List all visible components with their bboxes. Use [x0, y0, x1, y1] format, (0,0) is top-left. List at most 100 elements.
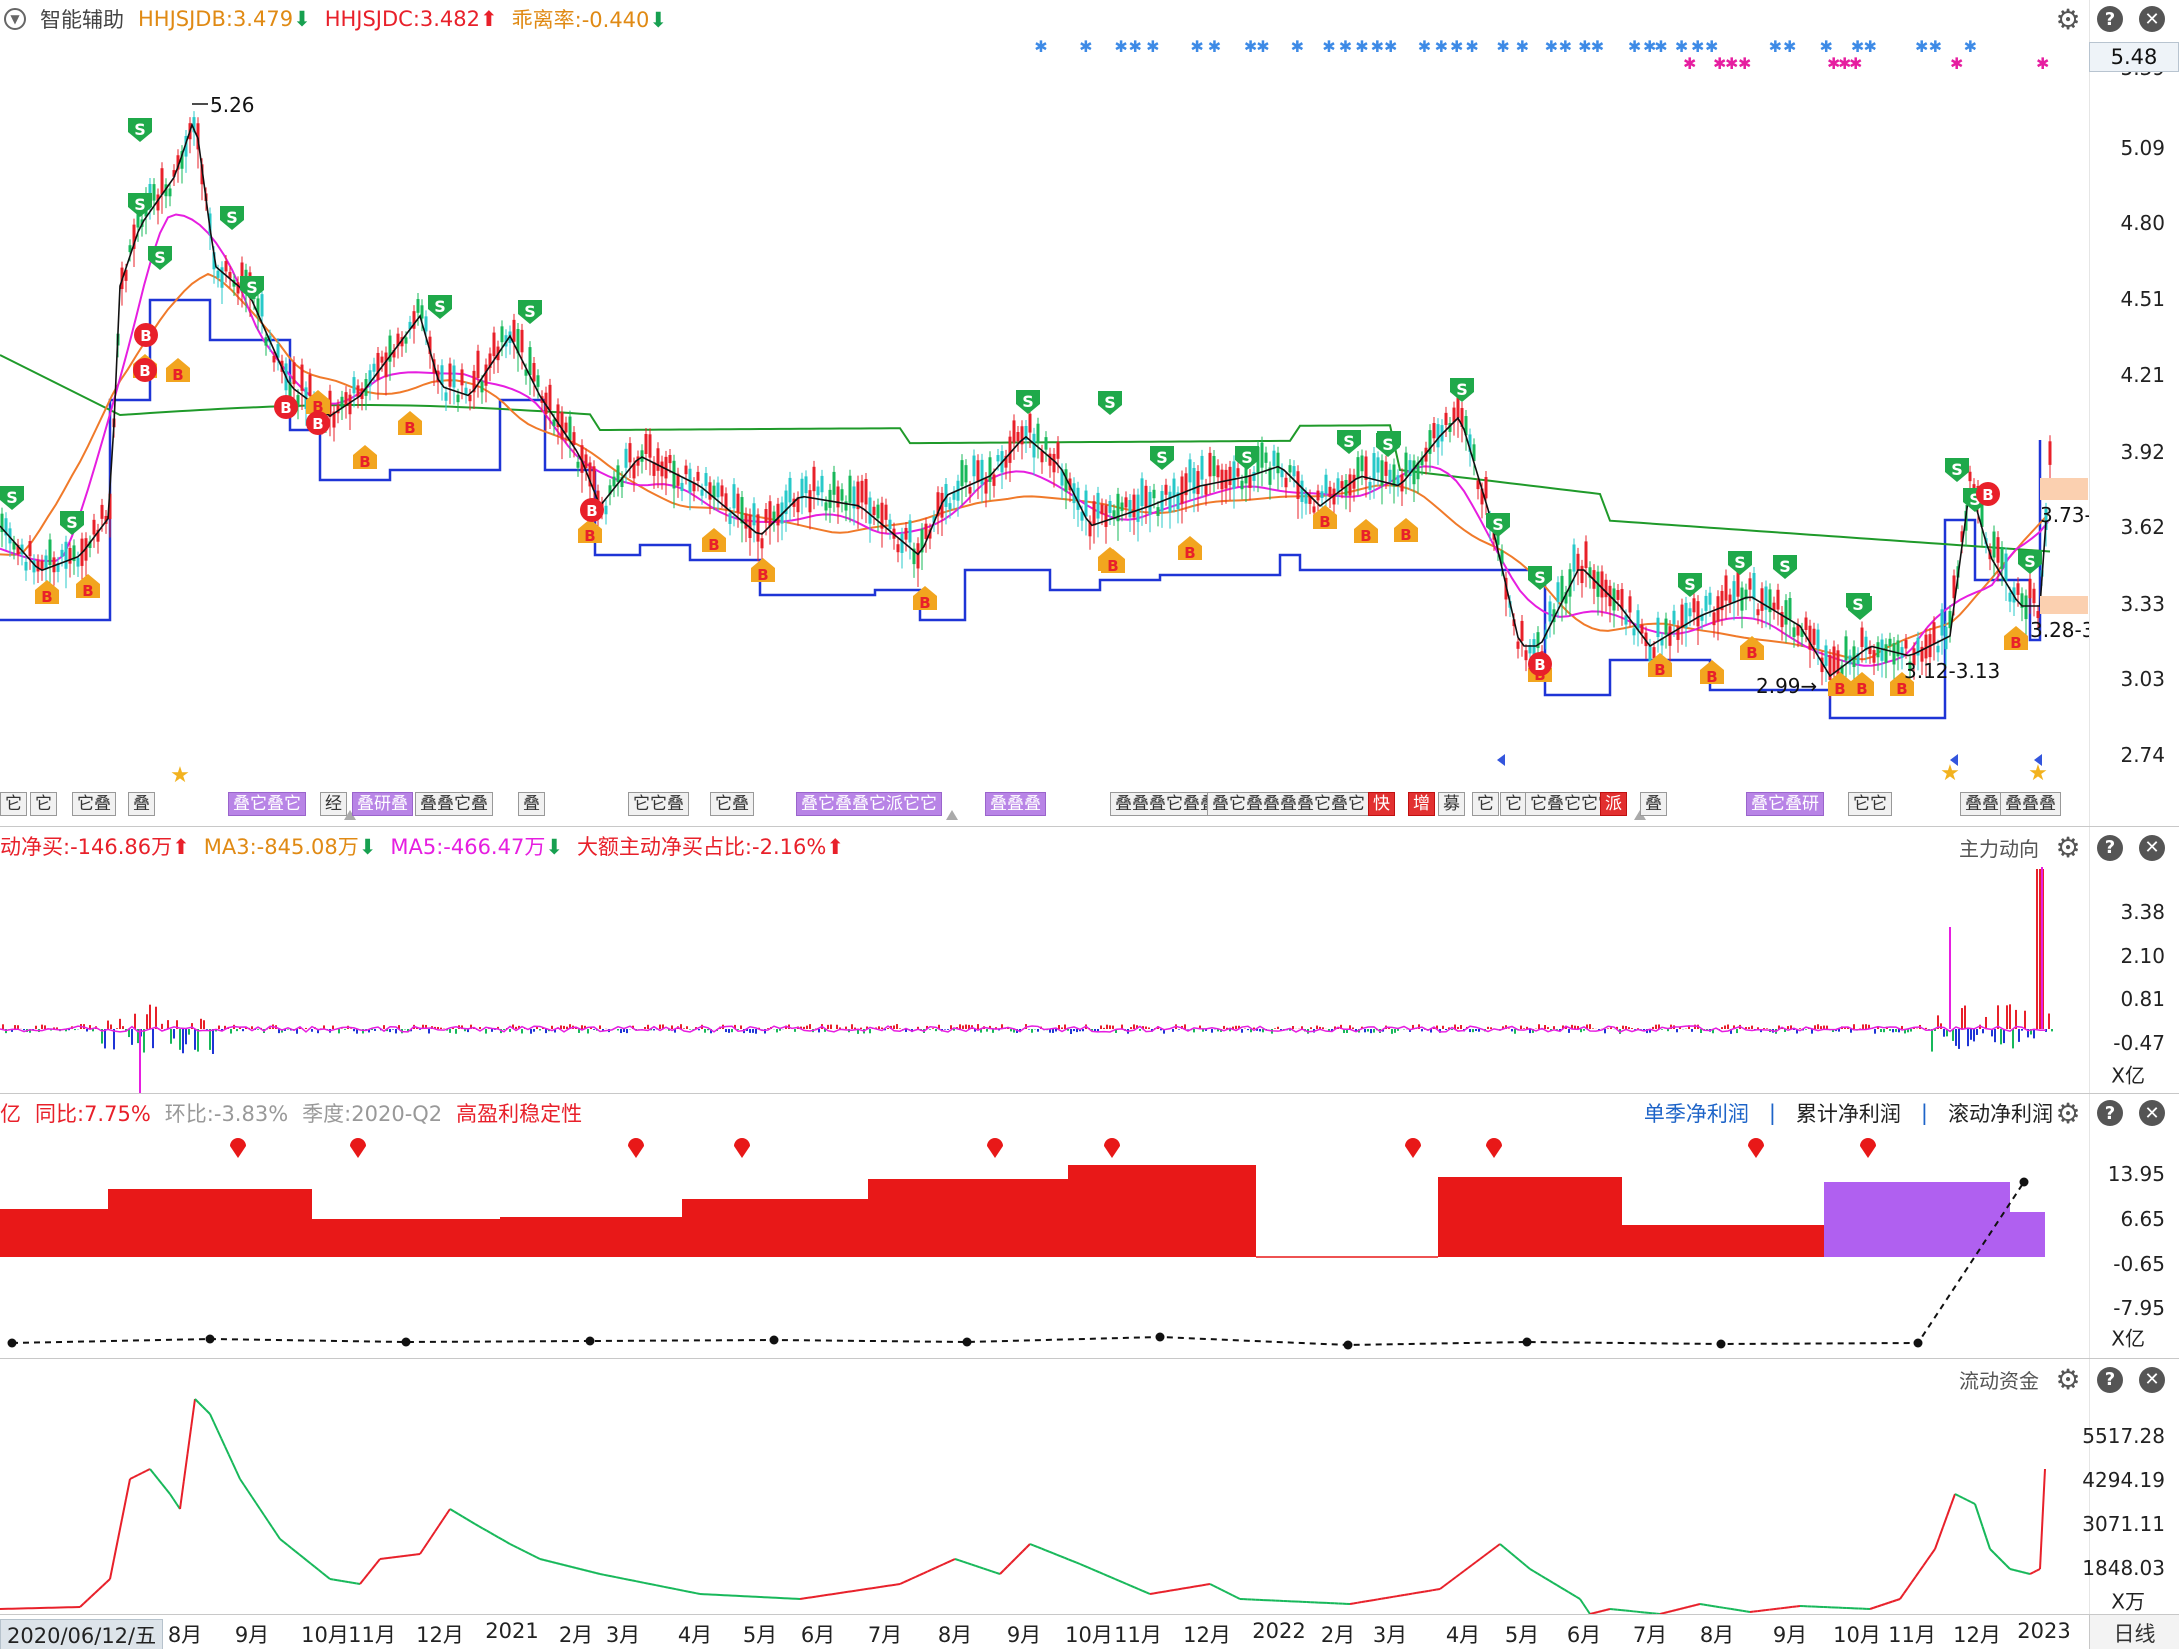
buy-signal-icon[interactable]: B — [1313, 505, 1337, 531]
liquidity-segment — [823, 1593, 829, 1597]
sell-signal-icon[interactable]: S — [1450, 378, 1474, 402]
sell-signal-icon[interactable]: S — [1337, 430, 1361, 454]
buy-alert-icon[interactable]: B — [1528, 652, 1552, 676]
event-tag[interactable]: 叠 — [518, 792, 545, 816]
chevron-down-icon[interactable]: ▼ — [4, 8, 26, 30]
event-tag[interactable]: 叠 — [1640, 792, 1667, 816]
event-tag[interactable]: 它 — [1500, 792, 1527, 816]
buy-signal-icon[interactable]: B — [398, 411, 422, 437]
buy-signal-icon[interactable]: B — [166, 358, 190, 384]
buy-signal-icon[interactable]: B — [1890, 672, 1914, 698]
event-tag[interactable]: 它 — [0, 792, 27, 816]
event-tag[interactable]: 叠叠它叠 — [415, 792, 493, 816]
sell-signal-icon[interactable]: S — [220, 206, 244, 230]
buy-signal-icon[interactable]: B — [35, 580, 59, 606]
sell-signal-icon[interactable]: S — [518, 300, 542, 324]
event-tag[interactable]: 它它叠 — [628, 792, 689, 816]
candle — [772, 511, 776, 522]
buy-signal-icon[interactable]: B — [913, 586, 937, 612]
profit-chart[interactable] — [0, 1094, 2089, 1358]
event-tag[interactable]: 叠叠叠 — [2000, 792, 2061, 816]
tab-cumulative-profit[interactable]: 累计净利润 — [1795, 1102, 1901, 1126]
event-tag[interactable]: 经 — [320, 792, 347, 816]
event-tag[interactable]: 叠它叠叠它派它它 — [796, 792, 942, 816]
buy-alert-icon[interactable]: B — [134, 323, 158, 347]
sell-signal-icon[interactable]: S — [128, 193, 152, 217]
sell-signal-icon[interactable]: S — [2018, 550, 2042, 574]
help-icon[interactable]: ? — [2097, 1366, 2123, 1393]
period-selector[interactable]: 日线 — [2089, 1615, 2179, 1649]
buy-signal-icon[interactable]: B — [1354, 519, 1378, 545]
tab-rolling-profit[interactable]: 滚动净利润 — [1948, 1102, 2053, 1126]
flow-chart[interactable] — [0, 827, 2089, 1093]
liquidity-segment — [1926, 1553, 1932, 1561]
event-tag[interactable]: 它叠 — [710, 792, 754, 816]
sell-signal-icon[interactable]: S — [1846, 593, 1870, 617]
sell-signal-icon[interactable]: S — [1235, 446, 1259, 470]
event-tag[interactable]: 它 — [30, 792, 57, 816]
buy-signal-icon[interactable]: B — [751, 558, 775, 584]
buy-alert-icon[interactable]: B — [1976, 482, 2000, 506]
sell-signal-icon[interactable]: S — [1773, 555, 1797, 579]
sell-signal-icon[interactable]: S — [1486, 513, 1510, 537]
event-tag[interactable]: 快 — [1368, 792, 1395, 816]
buy-signal-icon[interactable]: B — [2004, 626, 2028, 652]
candlestick-chart[interactable]: ✱ ✱ ✱ ✱ ✱ ✱ ✱ ✱✱ ✱ ✱ ✱ ✱ ✱ ✱ ✱ ✱ ✱ ✱ ✱ ✱ ✱ ✱ ✱ ✱ ✱ ✱✱ ✱ ✱ ✱ ✱ ✱ ✱ ✱ ✱ ✱ ✱ ✱✱… — [0, 0, 2089, 826]
sell-signal-icon[interactable]: S — [60, 511, 84, 535]
buy-signal-icon[interactable]: B — [353, 445, 377, 471]
liquidity-chart[interactable] — [0, 1359, 2089, 1614]
buy-signal-icon[interactable]: B — [1740, 636, 1764, 662]
close-icon[interactable]: ✕ — [2139, 834, 2165, 861]
buy-signal-icon[interactable]: B — [702, 528, 726, 554]
buy-alert-icon[interactable]: B — [133, 358, 157, 382]
close-icon[interactable]: ✕ — [2139, 6, 2165, 32]
event-tag[interactable]: 派 — [1600, 792, 1627, 816]
sell-signal-icon[interactable]: S — [0, 486, 24, 510]
sell-signal-icon[interactable]: S — [1945, 458, 1969, 482]
event-tag[interactable]: 叠它叠研 — [1746, 792, 1824, 816]
indicator-name[interactable]: 智能辅助 — [40, 8, 124, 32]
buy-signal-icon[interactable]: B — [306, 390, 330, 416]
buy-signal-icon[interactable]: B — [578, 519, 602, 545]
event-tag[interactable]: 募 — [1438, 792, 1465, 816]
help-icon[interactable]: ? — [2097, 834, 2123, 861]
event-tag[interactable]: 叠研叠 — [352, 792, 413, 816]
sell-signal-icon[interactable]: S — [1376, 433, 1400, 457]
sell-signal-icon[interactable]: S — [1150, 446, 1174, 470]
sell-signal-icon[interactable]: S — [428, 295, 452, 319]
sell-signal-icon[interactable]: S — [1678, 573, 1702, 597]
sell-signal-icon[interactable]: S — [148, 246, 172, 270]
buy-signal-icon[interactable]: B — [1394, 518, 1418, 544]
event-tag[interactable]: 叠叠叠 — [985, 792, 1046, 816]
event-tag[interactable]: 它 — [1472, 792, 1499, 816]
sell-signal-icon[interactable]: S — [1098, 391, 1122, 415]
event-tag[interactable]: 叠叠叠它叠叠 — [1110, 792, 1222, 816]
event-tag[interactable]: 它叠 — [72, 792, 116, 816]
buy-alert-icon[interactable]: B — [274, 395, 298, 419]
buy-signal-icon[interactable]: B — [1648, 653, 1672, 679]
buy-signal-icon[interactable]: B — [1850, 672, 1874, 698]
time-axis[interactable]: 2020/06/12/五 日线 8月 9月 10月 11月 12月 2021 2月 3月 4月 5… — [0, 1614, 2179, 1649]
buy-signal-icon[interactable]: B — [1101, 549, 1125, 575]
tab-quarterly-profit[interactable]: 单季净利润 — [1643, 1102, 1749, 1126]
sell-signal-icon[interactable]: S — [1016, 390, 1040, 414]
sell-signal-icon[interactable]: S — [1728, 551, 1752, 575]
sell-signal-icon[interactable]: S — [240, 276, 264, 300]
sell-signal-icon[interactable]: S — [128, 118, 152, 142]
sell-signal-icon[interactable]: S — [1528, 566, 1552, 590]
event-tag[interactable]: 叠 — [128, 792, 155, 816]
buy-alert-icon[interactable]: B — [580, 498, 604, 522]
buy-signal-icon[interactable]: B — [1828, 672, 1852, 698]
help-icon[interactable]: ? — [2097, 6, 2123, 32]
buy-signal-icon[interactable]: B — [76, 574, 100, 600]
help-icon[interactable]: ? — [2097, 1100, 2123, 1126]
event-tag[interactable]: 叠它叠它 — [228, 792, 306, 816]
event-tag[interactable]: 它它 — [1848, 792, 1892, 816]
event-tag[interactable]: 增 — [1408, 792, 1435, 816]
event-tag[interactable]: 叠它叠叠叠叠它叠它 — [1207, 792, 1370, 816]
close-icon[interactable]: ✕ — [2139, 1100, 2165, 1126]
buy-signal-icon[interactable]: B — [1700, 660, 1724, 686]
buy-alert-icon[interactable]: B — [306, 411, 330, 435]
buy-signal-icon[interactable]: B — [1178, 536, 1202, 562]
close-icon[interactable]: ✕ — [2139, 1366, 2165, 1393]
